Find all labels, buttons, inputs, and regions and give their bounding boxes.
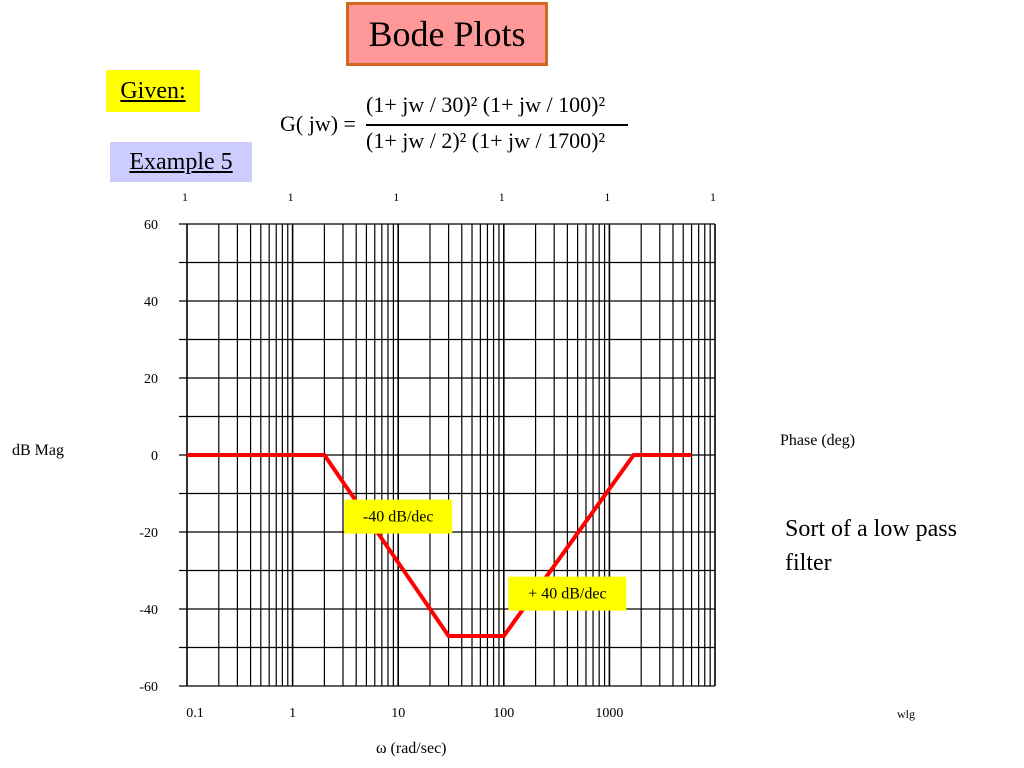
formula-numerator: (1+ jw / 30)² (1+ jw / 100)² [366, 92, 606, 117]
footer-initials: wlg [897, 707, 915, 721]
top-tick-label: 1 [288, 190, 294, 204]
slope-annotation-label: + 40 dB/dec [528, 586, 606, 603]
example-label: Example 5 [110, 142, 252, 182]
x-tick-label: 0.1 [186, 706, 204, 721]
magnitude-asymptote-line [187, 453, 692, 638]
top-tick-label: 1 [499, 190, 505, 204]
y-tick-label: 20 [144, 372, 158, 387]
given-label: Given: [106, 70, 200, 112]
top-tick-label: 1 [393, 190, 399, 204]
top-tick-label: 1 [182, 190, 188, 204]
y-tick-label: -40 [139, 603, 158, 618]
x-tick-label: 10 [391, 706, 405, 721]
x-tick-label: 100 [493, 706, 514, 721]
transfer-function: G( jw) = (1+ jw / 30)² (1+ jw / 100)² (1… [280, 92, 640, 162]
slide-title: Bode Plots [346, 2, 548, 66]
slope-annotation-label: -40 dB/dec [363, 509, 434, 526]
formula-lhs: G( jw) = [280, 111, 356, 136]
x-axis-label: ω (rad/sec) [376, 740, 447, 757]
y-tick-label: -20 [139, 526, 158, 541]
y-tick-label: -60 [139, 680, 158, 695]
top-tick-label: 1 [710, 190, 716, 204]
filter-note: Sort of a low pass filter [785, 516, 957, 576]
slope-annotation-box [508, 576, 627, 611]
slope-annotation-box [344, 499, 453, 534]
x-tick-label: 1000 [595, 706, 623, 721]
x-tick-label: 1 [289, 706, 296, 721]
y-axis-label: dB Mag [12, 442, 64, 459]
y-tick-label: 60 [144, 218, 158, 233]
y-tick-label: 40 [144, 295, 158, 310]
phase-axis-label: Phase (deg) [780, 432, 856, 449]
fraction-bar [366, 124, 628, 126]
top-tick-label: 1 [604, 190, 610, 204]
formula-denominator: (1+ jw / 2)² (1+ jw / 1700)² [366, 128, 606, 153]
y-tick-label: 0 [151, 449, 158, 464]
